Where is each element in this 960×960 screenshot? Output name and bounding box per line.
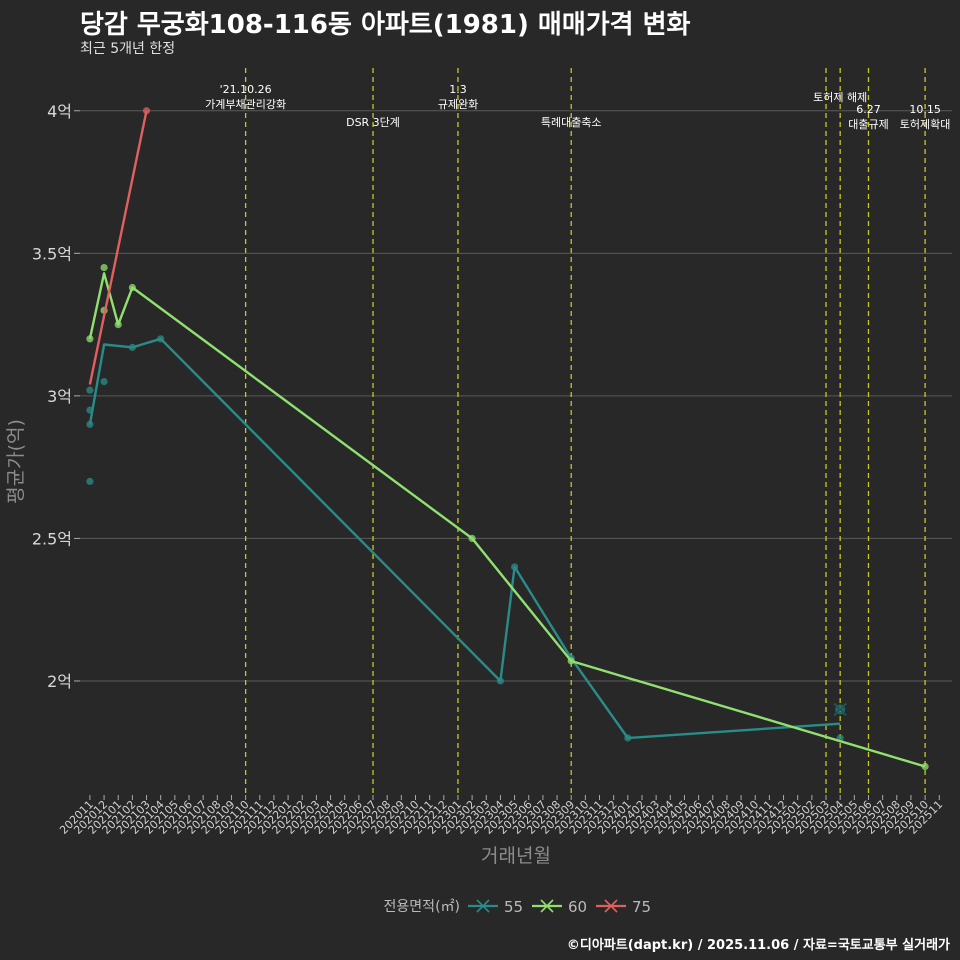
event-label: '21.10.26 가계부채관리강화 (205, 83, 286, 111)
event-label-line: 규제완화 (438, 98, 478, 111)
data-point (128, 283, 136, 292)
legend-item-60: 60 (532, 898, 587, 916)
y-tick-label: 2억 (47, 672, 72, 691)
data-point (86, 420, 94, 428)
legend: 전용면적(㎡) 55 60 75 (384, 898, 652, 916)
legend-item-55: 55 (468, 898, 523, 916)
event-label-line: 대출규제 (848, 118, 888, 131)
event-label: 10.15 토허제확대 (900, 103, 951, 131)
data-point (86, 335, 94, 343)
legend-swatch-cross (604, 899, 618, 913)
data-point (100, 263, 108, 272)
series-55 (86, 335, 847, 742)
event-label-line: 특례대출축소 (541, 116, 602, 129)
x-axis-title: 거래년월 (481, 845, 551, 867)
event-label: DSR 3단계 (346, 116, 400, 129)
series-line-60 (88, 272, 926, 768)
data-point (86, 386, 94, 394)
data-point (128, 343, 136, 351)
event-label-line: 1.3 (449, 83, 467, 96)
event-label: 특례대출축소 (541, 116, 602, 129)
data-point (86, 406, 94, 414)
legend-label: 75 (632, 898, 651, 916)
cross-mark (833, 702, 847, 717)
series-75 (88, 107, 151, 385)
event-label-line: DSR 3단계 (346, 116, 400, 129)
data-point-cross (833, 702, 847, 717)
legend-title: 전용면적(㎡) (384, 899, 460, 915)
series-line-75 (88, 110, 148, 385)
legend-label: 60 (568, 898, 587, 916)
source-caption: ©디아파트(dapt.kr) / 2025.11.06 / 자료=국토교통부 실… (566, 938, 950, 953)
y-axis-title: 평균가(억) (5, 419, 27, 504)
data-point (100, 378, 108, 386)
event-label: 6.27 대출규제 (848, 103, 888, 131)
event-label-line: 토허제확대 (900, 118, 951, 131)
legend-swatch-cross (540, 899, 554, 913)
event-label-line: 가계부채관리강화 (205, 98, 286, 111)
data-point (114, 320, 122, 329)
event-label-line: 10.15 (909, 103, 941, 116)
event-label-line: 6.27 (856, 103, 881, 116)
event-label: 1.3 규제완화 (438, 83, 478, 111)
data-point (468, 534, 476, 543)
data-point (510, 563, 519, 571)
data-point (157, 335, 165, 343)
y-tick-label: 4억 (47, 102, 72, 121)
y-tick-label: 3.5억 (32, 244, 72, 263)
legend-label: 55 (504, 898, 523, 916)
legend-swatch-cross (476, 899, 490, 913)
y-tick-label: 3억 (47, 387, 72, 406)
event-label: 토허제 해제 (813, 90, 867, 104)
chart-title: 당감 무궁화108-116동 아파트(1981) 매매가격 변화 (80, 10, 691, 40)
chart-subtitle: 최근 5개년 한정 (80, 41, 176, 57)
series-60 (86, 263, 929, 771)
data-point (624, 734, 632, 742)
data-point (496, 677, 505, 685)
legend-item-75: 75 (596, 898, 651, 916)
data-point (86, 477, 94, 485)
event-label-line: '21.10.26 (220, 83, 272, 96)
data-point (567, 657, 575, 665)
event-label-line: 토허제 해제 (813, 90, 867, 104)
data-point (921, 762, 929, 771)
y-tick-label: 2.5억 (32, 529, 72, 548)
data-point (142, 107, 151, 115)
